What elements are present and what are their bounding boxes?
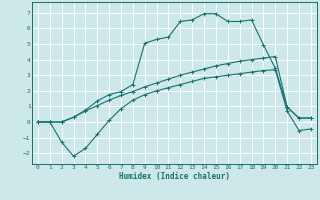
X-axis label: Humidex (Indice chaleur): Humidex (Indice chaleur) — [119, 172, 230, 181]
